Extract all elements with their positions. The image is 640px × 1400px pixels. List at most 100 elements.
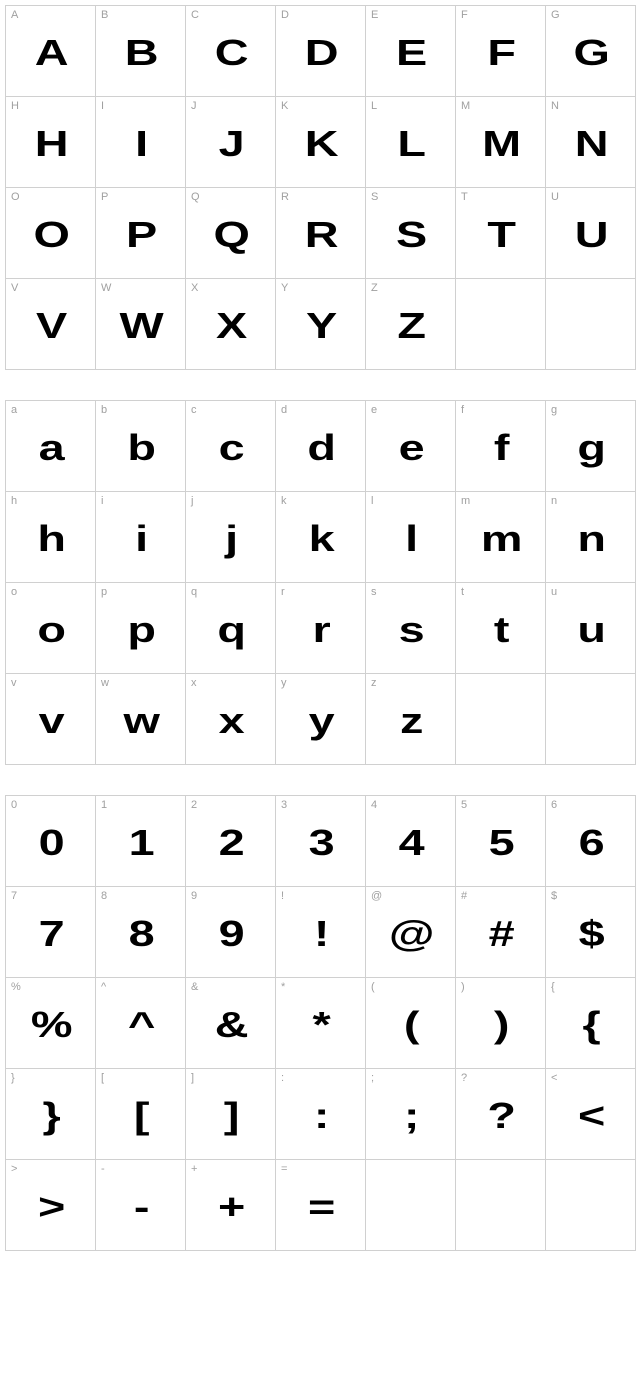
glyph-label: @	[371, 890, 382, 902]
glyph-cell: !!	[276, 887, 366, 978]
glyph-label: H	[11, 100, 19, 112]
glyph-display: %	[30, 1004, 70, 1046]
glyph-cell: aa	[6, 401, 96, 492]
glyph-cell: %%	[6, 978, 96, 1069]
glyph-label: v	[11, 677, 17, 689]
glyph-display: G	[573, 32, 608, 74]
glyph-cell: ;;	[366, 1069, 456, 1160]
glyph-display: h	[37, 518, 64, 560]
glyph-display: !	[313, 913, 327, 955]
glyph-label: p	[101, 586, 107, 598]
glyph-display: y	[308, 700, 333, 742]
glyph-cell: WW	[96, 279, 186, 370]
glyph-label: =	[281, 1163, 287, 1175]
glyph-cell: **	[276, 978, 366, 1069]
glyph-label: S	[371, 191, 378, 203]
glyph-display: z	[399, 700, 421, 742]
glyph-label: A	[11, 9, 18, 21]
glyph-display: Q	[213, 214, 248, 256]
character-map-container: AABBCCDDEEFFGGHHIIJJKKLLMMNNOOPPQQRRSSTT…	[5, 5, 640, 1251]
glyph-display: ^	[127, 1004, 153, 1046]
glyph-label: i	[101, 495, 103, 507]
glyph-cell: ii	[96, 492, 186, 583]
glyph-cell	[546, 279, 636, 370]
glyph-display: S	[396, 214, 426, 256]
glyph-label: J	[191, 100, 197, 112]
glyph-display: *	[312, 1004, 329, 1046]
glyph-label: k	[281, 495, 287, 507]
glyph-cell: 55	[456, 796, 546, 887]
glyph-cell: AA	[6, 6, 96, 97]
glyph-label: 5	[461, 799, 467, 811]
glyph-display: O	[33, 214, 68, 256]
glyph-cell: rr	[276, 583, 366, 674]
glyph-cell: QQ	[186, 188, 276, 279]
glyph-cell: NN	[546, 97, 636, 188]
glyph-cell: ==	[276, 1160, 366, 1251]
glyph-display: P	[126, 214, 156, 256]
glyph-grid: aabbccddeeffgghhiijjkkllmmnnooppqqrrsstt…	[5, 400, 636, 765]
glyph-display: 9	[218, 913, 243, 955]
glyph-grid: AABBCCDDEEFFGGHHIIJJKKLLMMNNOOPPQQRRSSTT…	[5, 5, 636, 370]
glyph-cell: ((	[366, 978, 456, 1069]
glyph-cell	[366, 1160, 456, 1251]
glyph-display: N	[574, 123, 607, 165]
glyph-cell: 11	[96, 796, 186, 887]
glyph-display: r	[312, 609, 329, 651]
glyph-label: C	[191, 9, 199, 21]
glyph-display: l	[405, 518, 417, 560]
glyph-cell: ]]	[186, 1069, 276, 1160]
glyph-display: 8	[128, 913, 153, 955]
glyph-label: n	[551, 495, 557, 507]
glyph-cell: ww	[96, 674, 186, 765]
glyph-label: }	[11, 1072, 15, 1084]
glyph-display: ;	[403, 1095, 417, 1137]
glyph-label: G	[551, 9, 560, 21]
glyph-label: Z	[371, 282, 378, 294]
glyph-display: U	[574, 214, 607, 256]
glyph-label: 8	[101, 890, 107, 902]
glyph-cell: nn	[546, 492, 636, 583]
glyph-cell: 22	[186, 796, 276, 887]
glyph-cell: ??	[456, 1069, 546, 1160]
glyph-label: e	[371, 404, 377, 416]
glyph-cell: qq	[186, 583, 276, 674]
glyph-grid: 00112233445566778899!!@@##$$%%^^&&**(())…	[5, 795, 636, 1251]
glyph-display: $	[578, 913, 603, 955]
glyph-label: %	[11, 981, 21, 993]
glyph-label: K	[281, 100, 288, 112]
glyph-display: 2	[218, 822, 243, 864]
glyph-cell: gg	[546, 401, 636, 492]
glyph-label: Y	[281, 282, 288, 294]
glyph-label: B	[101, 9, 108, 21]
glyph-display: F	[487, 32, 514, 74]
glyph-cell: --	[96, 1160, 186, 1251]
glyph-label: q	[191, 586, 197, 598]
glyph-display: <	[577, 1095, 603, 1137]
glyph-display: ?	[487, 1095, 514, 1137]
section-symbols: 00112233445566778899!!@@##$$%%^^&&**(())…	[5, 795, 640, 1251]
glyph-cell: kk	[276, 492, 366, 583]
glyph-display: #	[488, 913, 513, 955]
glyph-display: H	[34, 123, 67, 165]
glyph-display: @	[388, 913, 432, 955]
glyph-label: 2	[191, 799, 197, 811]
glyph-cell: MM	[456, 97, 546, 188]
glyph-label: 1	[101, 799, 107, 811]
glyph-display: I	[135, 123, 147, 165]
glyph-cell: hh	[6, 492, 96, 583]
section-uppercase: AABBCCDDEEFFGGHHIIJJKKLLMMNNOOPPQQRRSSTT…	[5, 5, 640, 370]
glyph-display: A	[34, 32, 67, 74]
glyph-cell: FF	[456, 6, 546, 97]
glyph-cell: HH	[6, 97, 96, 188]
glyph-label: I	[101, 100, 104, 112]
glyph-cell: >>	[6, 1160, 96, 1251]
glyph-display: w	[123, 700, 158, 742]
glyph-label: E	[371, 9, 378, 21]
glyph-display: [	[133, 1095, 147, 1137]
glyph-display: D	[304, 32, 337, 74]
glyph-cell: oo	[6, 583, 96, 674]
glyph-cell: pp	[96, 583, 186, 674]
glyph-display: L	[397, 123, 424, 165]
glyph-cell: 88	[96, 887, 186, 978]
